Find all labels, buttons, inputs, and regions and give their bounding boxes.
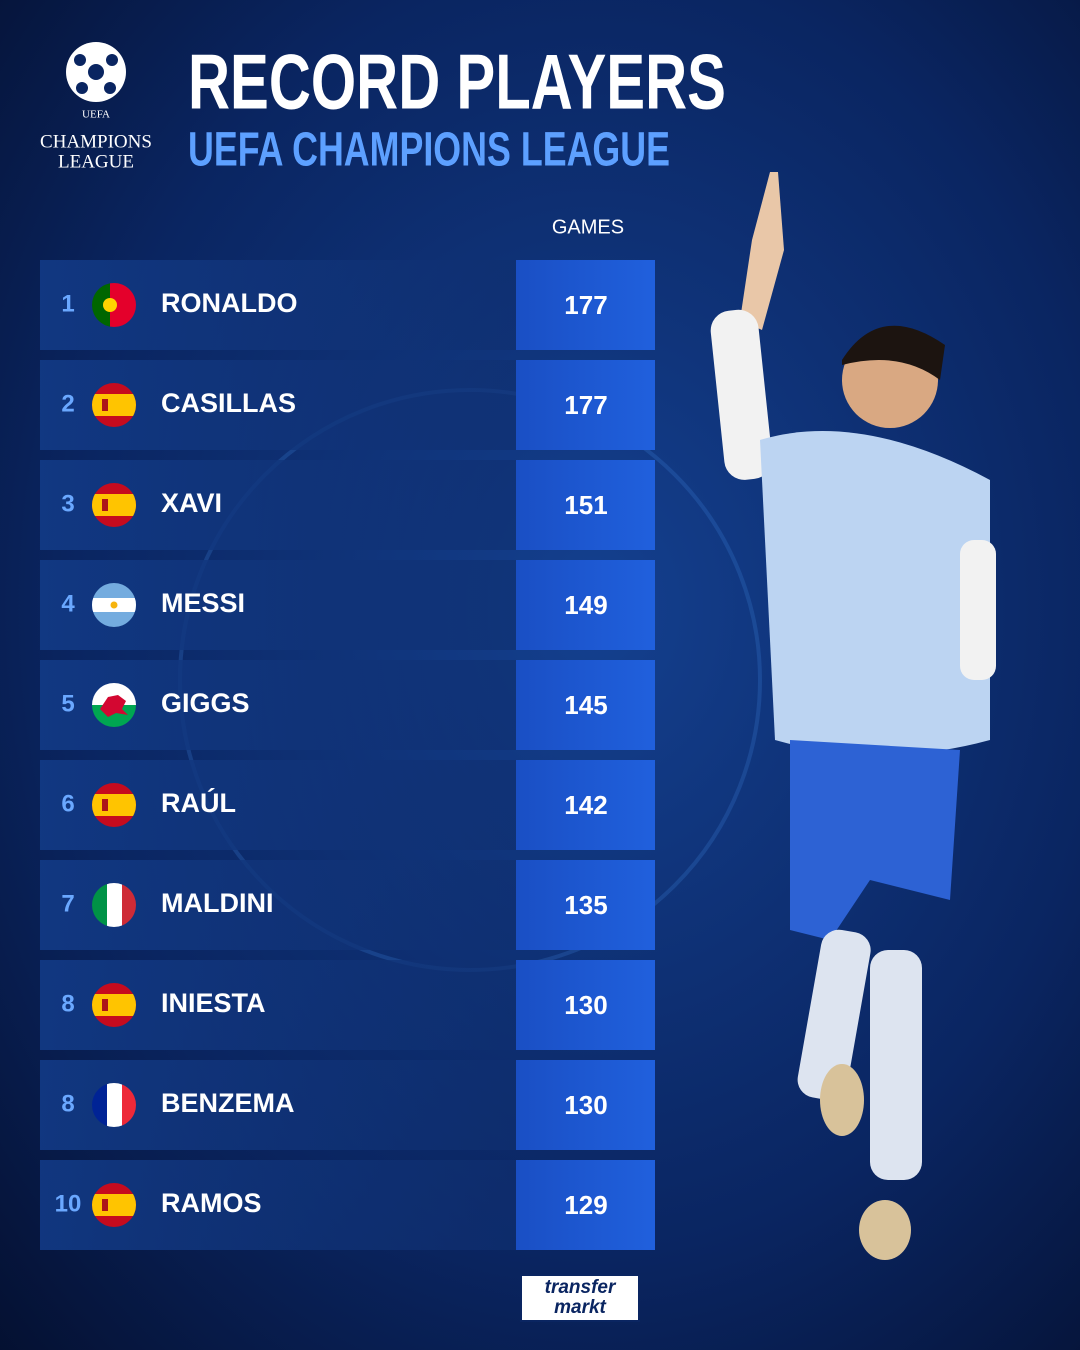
table-row: 2 CASILLAS 177: [40, 360, 655, 450]
transfermarkt-logo: transfer markt: [520, 1274, 640, 1322]
flag-image: [92, 583, 136, 627]
games-value: 130: [564, 990, 607, 1020]
table-row: 6 RAÚL 142: [40, 760, 655, 850]
flag-image: [92, 783, 136, 827]
games-cell: [516, 860, 655, 950]
rank: 6: [61, 790, 74, 817]
flag-image: [92, 383, 136, 427]
rank: 2: [61, 390, 74, 417]
games-cell: [516, 560, 655, 650]
ranking-table: 1 RONALDO 177 2 CASILLAS 177 3 XAVI 151 4 MESSI 149…: [40, 260, 655, 1250]
flag-image: [92, 283, 136, 327]
games-value: 151: [564, 490, 607, 520]
table-row: 10 RAMOS 129: [40, 1160, 655, 1250]
brand-text: transfer: [545, 1277, 617, 1298]
games-value: 142: [564, 790, 607, 820]
rank: 8: [61, 990, 74, 1017]
rank: 4: [61, 590, 75, 617]
rank: 3: [61, 490, 74, 517]
player-name: GIGGS: [161, 688, 250, 718]
table-row: 5 GIGGS 145: [40, 660, 655, 750]
rank: 8: [61, 1090, 74, 1117]
flag-image: [92, 483, 136, 527]
games-cell: [516, 960, 655, 1050]
logo-text: LEAGUE: [58, 151, 134, 172]
games-value: 149: [564, 590, 607, 620]
flag: [92, 783, 136, 827]
games-cell: [516, 760, 655, 850]
flag-image: [92, 683, 136, 727]
logo-text: CHAMPIONS: [40, 131, 152, 152]
games-value: 177: [564, 290, 607, 320]
player-name: BENZEMA: [161, 1088, 295, 1118]
table-row: 1 RONALDO 177: [40, 260, 655, 350]
rank: 10: [55, 1190, 82, 1217]
flag: [92, 983, 136, 1027]
flag: [92, 1183, 136, 1227]
rank: 1: [61, 290, 74, 317]
player-name: MESSI: [161, 588, 245, 618]
table-row: 3 XAVI 151: [40, 460, 655, 550]
flag-image: [92, 1083, 136, 1127]
player-name: MALDINI: [161, 888, 273, 918]
games-cell: [516, 1060, 655, 1150]
brand-text: markt: [554, 1297, 606, 1318]
ucl-logo: UEFA CHAMPIONS LEAGUE: [40, 42, 152, 172]
table-row: 8 BENZEMA 130: [40, 1060, 655, 1150]
player-name: CASILLAS: [161, 388, 296, 418]
flag-image: [92, 983, 136, 1027]
games-value: 129: [564, 1190, 607, 1220]
player-name: RONALDO: [161, 288, 298, 318]
flag: [92, 283, 136, 327]
games-value: 177: [564, 390, 607, 420]
column-header: GAMES: [552, 216, 624, 238]
rank: 7: [61, 890, 74, 917]
player-photo: [710, 172, 996, 1260]
games-value: 130: [564, 1090, 607, 1120]
player-name: INIESTA: [161, 988, 266, 1018]
games-value: 135: [564, 890, 607, 920]
flag: [92, 683, 136, 727]
flag: [92, 483, 136, 527]
games-cell: [516, 260, 655, 350]
table-row: 8 INIESTA 130: [40, 960, 655, 1050]
flag: [92, 383, 136, 427]
logo-text: UEFA: [82, 109, 110, 121]
flag: [92, 583, 136, 627]
player-name: XAVI: [161, 488, 222, 518]
games-cell: [516, 460, 655, 550]
games-cell: [516, 360, 655, 450]
table-row: 7 MALDINI 135: [40, 860, 655, 950]
games-cell: [516, 1160, 655, 1250]
player-name: RAÚL: [161, 787, 236, 818]
player-name: RAMOS: [161, 1188, 262, 1218]
rank: 5: [61, 690, 74, 717]
flag: [92, 883, 136, 927]
flag-image: [92, 883, 136, 927]
title: RECORD PLAYERS: [188, 38, 726, 126]
games-cell: [516, 660, 655, 750]
flag: [92, 1083, 136, 1127]
table-row: 4 MESSI 149: [40, 560, 655, 650]
subtitle: UEFA CHAMPIONS LEAGUE: [188, 124, 670, 177]
flag-image: [92, 1183, 136, 1227]
games-value: 145: [564, 690, 607, 720]
